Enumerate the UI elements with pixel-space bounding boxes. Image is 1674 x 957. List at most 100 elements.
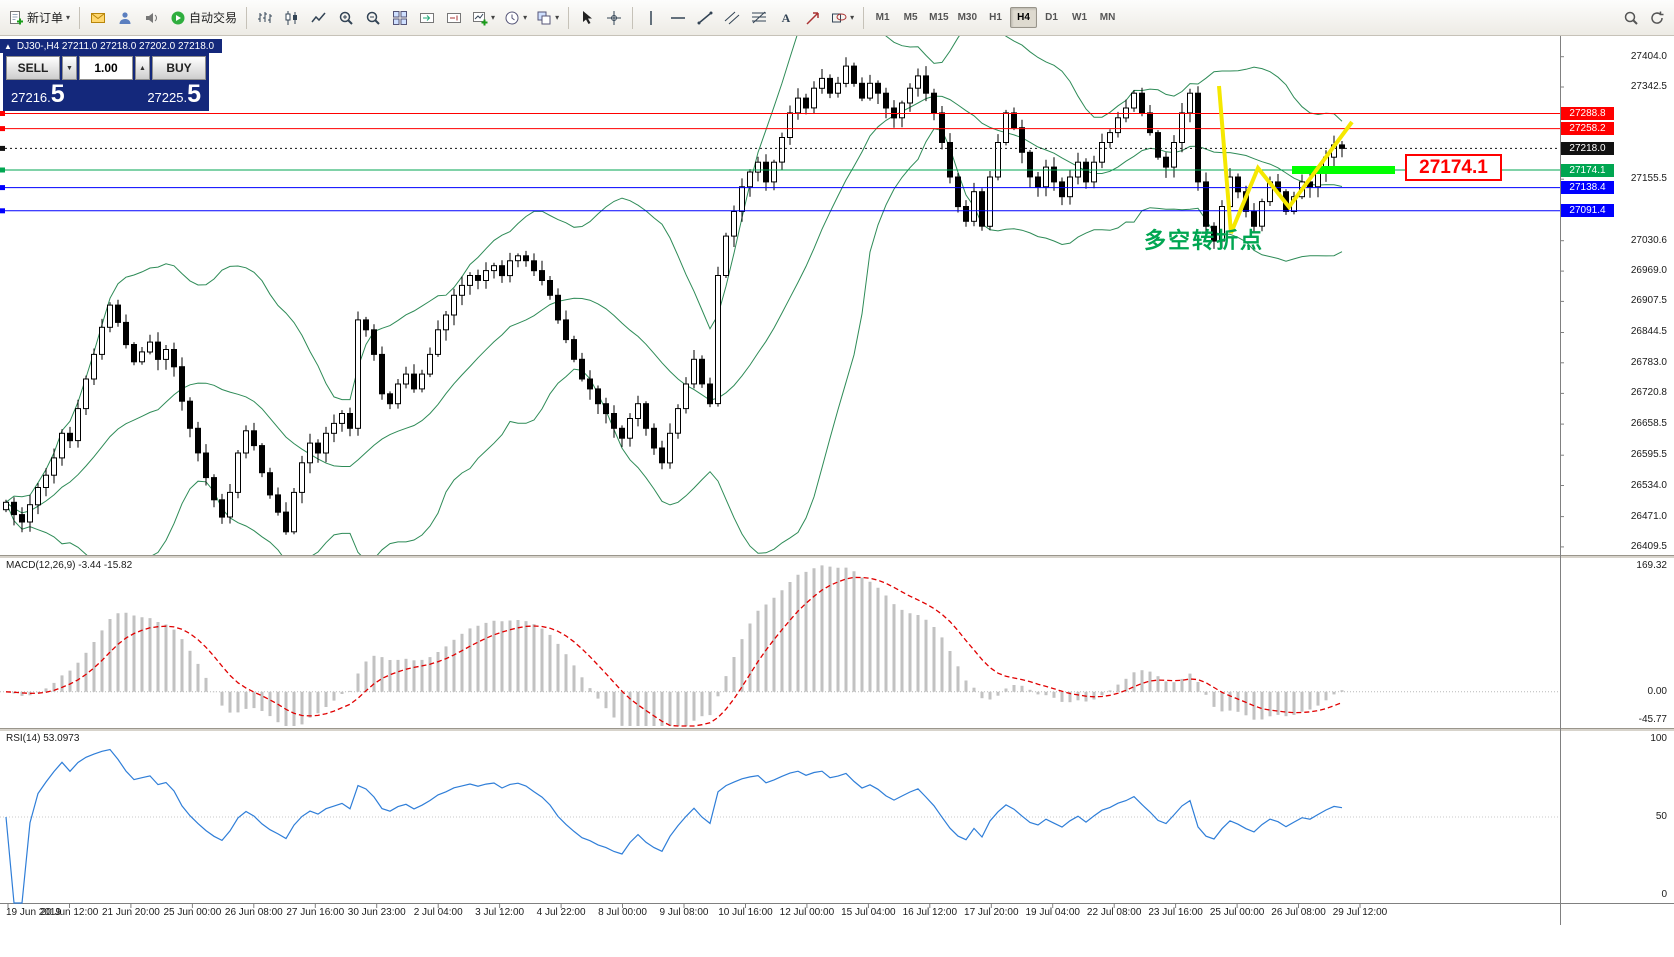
refresh-button[interactable] [1644, 5, 1670, 31]
new-chart-icon [472, 10, 488, 26]
buy-button[interactable]: BUY [152, 56, 206, 80]
timeframe-m30[interactable]: M30 [954, 7, 981, 28]
auto-scroll-icon [419, 10, 435, 26]
time-axis-label: 25 Jun 00:00 [163, 907, 222, 918]
price-tag[interactable]: 27091.4 [1561, 204, 1614, 218]
macd-axis-label: 169.32 [1636, 560, 1667, 571]
timeframe-d1[interactable]: D1 [1038, 7, 1065, 28]
collapse-icon[interactable]: ▲ [4, 41, 12, 51]
template-button[interactable]: ▾ [532, 5, 563, 31]
time-axis-label: 21 Jun 20:00 [101, 907, 160, 918]
chevron-down-icon: ▾ [850, 13, 855, 22]
sell-button[interactable]: SELL [6, 56, 60, 80]
line-chart-button[interactable] [306, 5, 332, 31]
price-tag[interactable]: 27258.2 [1561, 122, 1614, 136]
period-button[interactable]: ▾ [500, 5, 531, 31]
time-axis-label: 19 Jun 2019 [6, 907, 62, 918]
bar-chart-button[interactable] [252, 5, 278, 31]
price-tag[interactable]: 27218.0 [1561, 141, 1614, 155]
price-axis-label: 26969.0 [1630, 265, 1667, 277]
clock-icon [504, 10, 520, 26]
time-axis-label: 9 Jul 08:00 [659, 907, 709, 918]
candlestick-button[interactable] [279, 5, 305, 31]
price-axis-label: 26783.0 [1630, 356, 1667, 368]
rsi-label: RSI(14) 53.0973 [6, 733, 80, 744]
timeframe-h4[interactable]: H4 [1010, 7, 1038, 28]
crosshair-button[interactable] [601, 5, 627, 31]
price-axis-label: 27342.5 [1630, 81, 1667, 92]
volume-down-button[interactable]: ▼ [62, 56, 77, 80]
channel-button[interactable] [719, 5, 745, 31]
price-axis-label: 26720.8 [1630, 387, 1667, 399]
timeframe-toolbar: M1 M5 M15 M30 H1 H4 D1 W1 MN [869, 7, 1121, 28]
price-axis-label: 26534.0 [1630, 479, 1667, 491]
zoom-in-button[interactable] [333, 5, 359, 31]
price-tag[interactable]: 27138.4 [1561, 181, 1614, 195]
chevron-down-icon: ▾ [66, 13, 71, 22]
cursor-button[interactable] [574, 5, 600, 31]
timeframe-h1[interactable]: H1 [982, 7, 1009, 28]
price-axis-label: 26658.5 [1630, 418, 1667, 430]
time-axis-label: 27 Jun 16:00 [286, 907, 345, 918]
fibonacci-icon [751, 10, 767, 26]
timeframe-m15[interactable]: M15 [925, 7, 952, 28]
one-click-trading-panel: SELL ▼ ▲ BUY 27216.5 27225.5 [3, 53, 209, 111]
time-axis-label: 22 Jul 08:00 [1086, 907, 1142, 918]
chart-shift-button[interactable] [441, 5, 467, 31]
time-axis-label: 26 Jul 08:00 [1271, 907, 1326, 918]
time-axis-label: 23 Jul 16:00 [1148, 907, 1203, 918]
horizontal-line-button[interactable] [665, 5, 691, 31]
rsi-axis-label: 50 [1655, 811, 1667, 822]
time-axis-label: 25 Jul 00:00 [1209, 907, 1265, 918]
price-axis-label: 26595.5 [1630, 449, 1667, 461]
main-toolbar: 新订单 ▾ 自动交易 ▾ ▾ ▾ A ▾ M1 M5 M15 M30 H1 H4 D1 W1 M… [0, 0, 1674, 36]
auto-trading-button[interactable]: 自动交易 [166, 5, 241, 31]
trendline-button[interactable] [692, 5, 718, 31]
chevron-down-icon: ▾ [491, 13, 496, 22]
zoom-out-button[interactable] [360, 5, 386, 31]
fibonacci-button[interactable] [746, 5, 772, 31]
search-button[interactable] [1618, 5, 1644, 31]
sound-button[interactable] [139, 5, 165, 31]
text-tool-button[interactable]: A [773, 5, 799, 31]
new-chart-button[interactable]: ▾ [468, 5, 499, 31]
volume-up-button[interactable]: ▲ [135, 56, 150, 80]
timeframe-w1[interactable]: W1 [1066, 7, 1093, 28]
new-order-icon [8, 10, 24, 26]
metaeditor-button[interactable] [85, 5, 111, 31]
chart-canvas[interactable] [0, 36, 1674, 957]
volume-input[interactable] [79, 56, 133, 80]
price-axis-label: 27155.5 [1630, 173, 1667, 185]
trendline-icon [697, 10, 713, 26]
turning-point-note[interactable]: 多空转折点 [1144, 228, 1265, 253]
tile-windows-icon [392, 10, 408, 26]
profile-icon [117, 10, 133, 26]
sound-icon [144, 10, 160, 26]
time-axis-label: 17 Jul 20:00 [964, 907, 1019, 918]
vertical-line-button[interactable] [638, 5, 664, 31]
time-axis-label: 16 Jul 12:00 [902, 907, 958, 918]
time-axis-label: 20 Jun 12:00 [40, 907, 99, 918]
timeframe-mn[interactable]: MN [1094, 7, 1121, 28]
timeframe-m1[interactable]: M1 [869, 7, 896, 28]
sell-price: 27216.5 [11, 80, 65, 108]
tile-windows-button[interactable] [387, 5, 413, 31]
new-order-button[interactable]: 新订单 ▾ [4, 5, 74, 31]
zoom-in-icon [338, 10, 354, 26]
price-callout-box[interactable]: 27174.1 [1405, 154, 1502, 181]
auto-trading-label: 自动交易 [189, 11, 238, 25]
chevron-down-icon: ▾ [555, 13, 560, 22]
price-axis-label: 26471.0 [1630, 510, 1667, 522]
timeframe-m5[interactable]: M5 [897, 7, 924, 28]
price-tag[interactable]: 27288.8 [1561, 106, 1614, 120]
arrow-tool-button[interactable] [800, 5, 826, 31]
auto-scroll-button[interactable] [414, 5, 440, 31]
candlestick-icon [284, 10, 300, 26]
time-axis-label: 29 Jul 12:00 [1332, 907, 1388, 918]
arrow-icon [805, 10, 821, 26]
line-chart-icon [311, 10, 327, 26]
price-tag[interactable]: 27174.1 [1561, 163, 1614, 177]
profile-button[interactable] [112, 5, 138, 31]
shapes-button[interactable]: ▾ [827, 5, 858, 31]
buy-price: 27225.5 [147, 80, 201, 108]
